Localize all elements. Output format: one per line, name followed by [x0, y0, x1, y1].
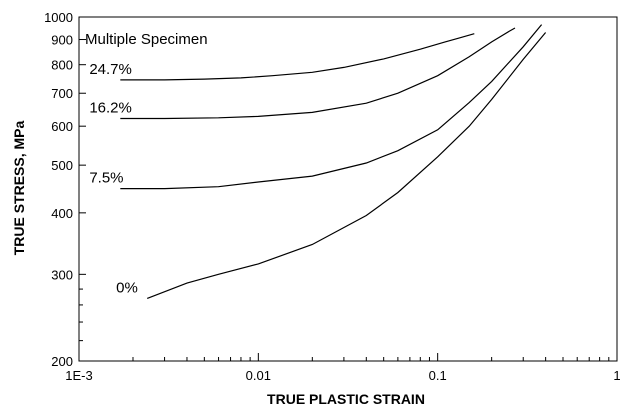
series-label: 7.5%: [89, 170, 123, 187]
series-line: [120, 24, 543, 190]
x-tick-label: 0.01: [246, 368, 271, 383]
y-tick-label: 400: [51, 206, 73, 221]
y-tick-label: 700: [51, 86, 73, 101]
y-tick-label: 600: [51, 119, 73, 134]
x-tick-label: 1E-3: [65, 368, 92, 383]
series-line: [120, 33, 475, 81]
y-tick-label: 300: [51, 267, 73, 282]
series-label: 24.7%: [89, 61, 132, 78]
x-tick-label: 0.1: [429, 368, 447, 383]
x-axis-label: TRUE PLASTIC STRAIN: [267, 391, 425, 407]
series-labels: 24.7% 16.2% 7.5% 0%: [89, 61, 138, 297]
series-label: 16.2%: [89, 99, 132, 116]
series-lines: [120, 24, 547, 299]
plot-area: [78, 16, 618, 362]
x-axis-ticks: 1E-3 0.01 0.1 1: [65, 353, 621, 383]
y-tick-label: 500: [51, 158, 73, 173]
chart-annotation: Multiple Specimen: [85, 31, 208, 48]
y-tick-label: 200: [51, 354, 73, 369]
series-line: [120, 27, 516, 120]
x-tick-label: 1: [613, 368, 620, 383]
y-tick-label: 900: [51, 33, 73, 48]
y-axis-label: TRUE STRESS, MPa: [11, 121, 27, 256]
y-tick-label: 800: [51, 58, 73, 73]
series-label: 0%: [116, 279, 138, 296]
plot-frame: [78, 16, 618, 362]
y-axis-ticks: 200 300 400 500 600 700 800 900 1000: [44, 10, 86, 369]
series-line: [146, 32, 547, 299]
y-tick-label: 1000: [44, 10, 73, 25]
